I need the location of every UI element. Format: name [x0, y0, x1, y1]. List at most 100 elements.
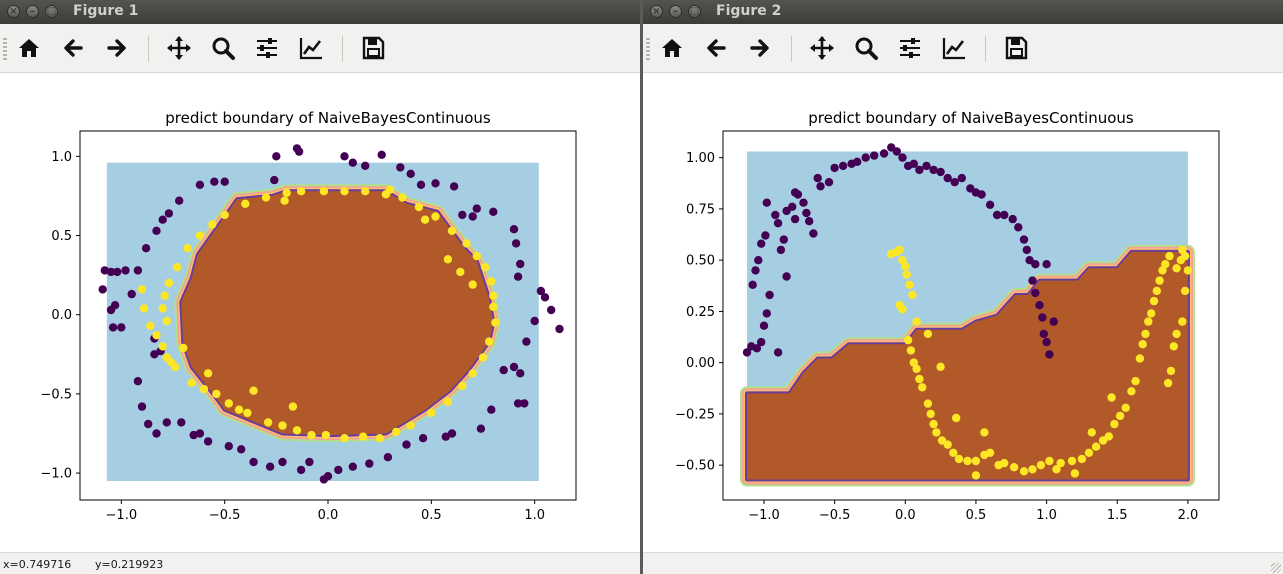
- scatter-point-class-0: [189, 430, 198, 440]
- pan-move-button[interactable]: [165, 34, 193, 62]
- scatter-point-class-0: [418, 434, 428, 443]
- scatter-point-class-0: [127, 289, 136, 299]
- resize-grip[interactable]: [1271, 563, 1281, 573]
- scatter-point-class-0: [813, 173, 822, 183]
- scatter-point-class-1: [1180, 286, 1190, 296]
- scatter-point-class-0: [788, 202, 797, 211]
- scatter-point-class-0: [141, 244, 151, 253]
- edit-axes-button[interactable]: [297, 34, 325, 62]
- scatter-point-class-0: [396, 163, 405, 172]
- configure-subplots-button[interactable]: [896, 34, 924, 62]
- zoom-magnifier-button[interactable]: [852, 34, 880, 62]
- maximize-window-button[interactable]: □: [45, 5, 58, 18]
- scatter-point-class-0: [853, 157, 862, 166]
- scatter-point-class-1: [447, 226, 457, 235]
- y-tick-label: 0.50: [686, 254, 715, 269]
- y-tick-label: 0.25: [686, 305, 715, 320]
- scatter-point-class-0: [892, 147, 901, 156]
- close-window-button[interactable]: ×: [650, 5, 663, 18]
- home-button[interactable]: [15, 34, 43, 62]
- scatter-point-class-1: [358, 432, 368, 441]
- home-button[interactable]: [658, 34, 686, 62]
- back-arrow-button[interactable]: [702, 34, 730, 62]
- scatter-point-class-0: [950, 178, 959, 187]
- scatter-point-class-0: [1035, 301, 1044, 310]
- scatter-point-class-1: [420, 215, 430, 224]
- scatter-point-class-1: [994, 460, 1003, 470]
- scatter-point-class-0: [383, 453, 393, 462]
- scatter-point-class-1: [199, 384, 209, 394]
- scatter-point-class-0: [449, 182, 459, 191]
- scatter-point-class-0: [936, 167, 945, 177]
- pan-move-icon: [167, 36, 191, 60]
- scatter-point-class-0: [898, 153, 907, 162]
- scatter-point-class-1: [288, 402, 298, 411]
- zoom-magnifier-button[interactable]: [209, 34, 237, 62]
- scatter-point-class-1: [1183, 266, 1193, 275]
- scatter-point-class-0: [1031, 260, 1040, 269]
- scatter-point-class-0: [536, 286, 546, 296]
- scatter-point-class-1: [1161, 260, 1170, 269]
- maximize-window-button[interactable]: □: [688, 5, 701, 18]
- scatter-point-class-1: [158, 342, 167, 351]
- scatter-point-class-0: [110, 301, 120, 310]
- scatter-point-class-1: [954, 454, 964, 464]
- configure-subplots-button[interactable]: [253, 34, 281, 62]
- plot-area[interactable]: −1.0 −0.5 0.0 0.5 1.0 1.0 0.5 0.0 −0.5 −1.0 predic…: [0, 73, 640, 551]
- back-arrow-button[interactable]: [59, 34, 87, 62]
- scatter-point-class-0: [117, 323, 126, 332]
- scatter-point-class-1: [1121, 403, 1130, 412]
- forward-arrow-button[interactable]: [103, 34, 131, 62]
- scatter-point-class-1: [1070, 469, 1080, 478]
- edit-axes-button[interactable]: [940, 34, 968, 62]
- scatter-point-class-0: [296, 465, 306, 475]
- scatter-point-class-0: [1042, 260, 1051, 269]
- scatter-point-class-0: [1014, 223, 1023, 232]
- scatter-point-class-0: [773, 219, 783, 228]
- zoom-magnifier-icon: [855, 37, 878, 60]
- x-tick-label: −0.5: [209, 508, 241, 523]
- plot-area[interactable]: −1.0 −0.5 0.0 0.5 1.0 1.5 2.0 1.00 0.75 0.50 0.25 0…: [643, 73, 1283, 551]
- scatter-point-class-1: [375, 434, 384, 443]
- scatter-point-class-1: [1172, 264, 1181, 273]
- scatter-point-class-0: [765, 290, 774, 300]
- save-floppy-icon: [1005, 36, 1028, 60]
- scatter-point-class-1: [1056, 458, 1065, 468]
- scatter-point-class-0: [757, 337, 766, 347]
- scatter-point-class-0: [348, 158, 357, 167]
- scatter-point-class-1: [1131, 376, 1140, 386]
- y-tick-label: 1.00: [686, 151, 715, 166]
- scatter-point-class-0: [431, 179, 440, 188]
- scatter-point-class-0: [164, 209, 174, 218]
- scatter-point-class-0: [1031, 288, 1040, 298]
- minimize-window-button[interactable]: –: [26, 5, 39, 18]
- scatter-point-class-1: [491, 318, 500, 327]
- scatter-point-class-1: [1052, 465, 1061, 474]
- cursor-y-readout: y=0.219923: [95, 558, 164, 571]
- forward-arrow-button[interactable]: [746, 34, 774, 62]
- scatter-point-class-0: [175, 196, 184, 205]
- scatter-point-class-0: [1045, 350, 1054, 359]
- scatter-point-class-1: [282, 188, 291, 197]
- scatter-point-class-0: [879, 149, 889, 158]
- pan-move-button[interactable]: [808, 34, 836, 62]
- scatter-point-class-0: [1028, 276, 1037, 285]
- y-tick-label: −1.0: [40, 467, 72, 482]
- save-floppy-button[interactable]: [1002, 34, 1030, 62]
- save-floppy-button[interactable]: [359, 34, 387, 62]
- scatter-point-class-1: [912, 317, 921, 326]
- close-window-button[interactable]: ×: [7, 5, 20, 18]
- scatter-point-class-0: [499, 365, 508, 375]
- scatter-point-class-1: [296, 187, 306, 196]
- scatter-point-class-0: [516, 369, 525, 378]
- scatter-point-class-0: [441, 432, 450, 441]
- x-tick-label: 1.0: [524, 508, 545, 523]
- scatter-point-class-0: [137, 402, 147, 411]
- scatter-point-class-0: [799, 198, 808, 207]
- scatter-point-class-0: [870, 151, 879, 160]
- window-title: Figure 2: [716, 3, 782, 19]
- minimize-window-button[interactable]: –: [669, 5, 682, 18]
- scatter-point-class-0: [751, 266, 760, 275]
- scatter-point-class-1: [906, 346, 916, 355]
- configure-subplots-icon: [900, 38, 920, 58]
